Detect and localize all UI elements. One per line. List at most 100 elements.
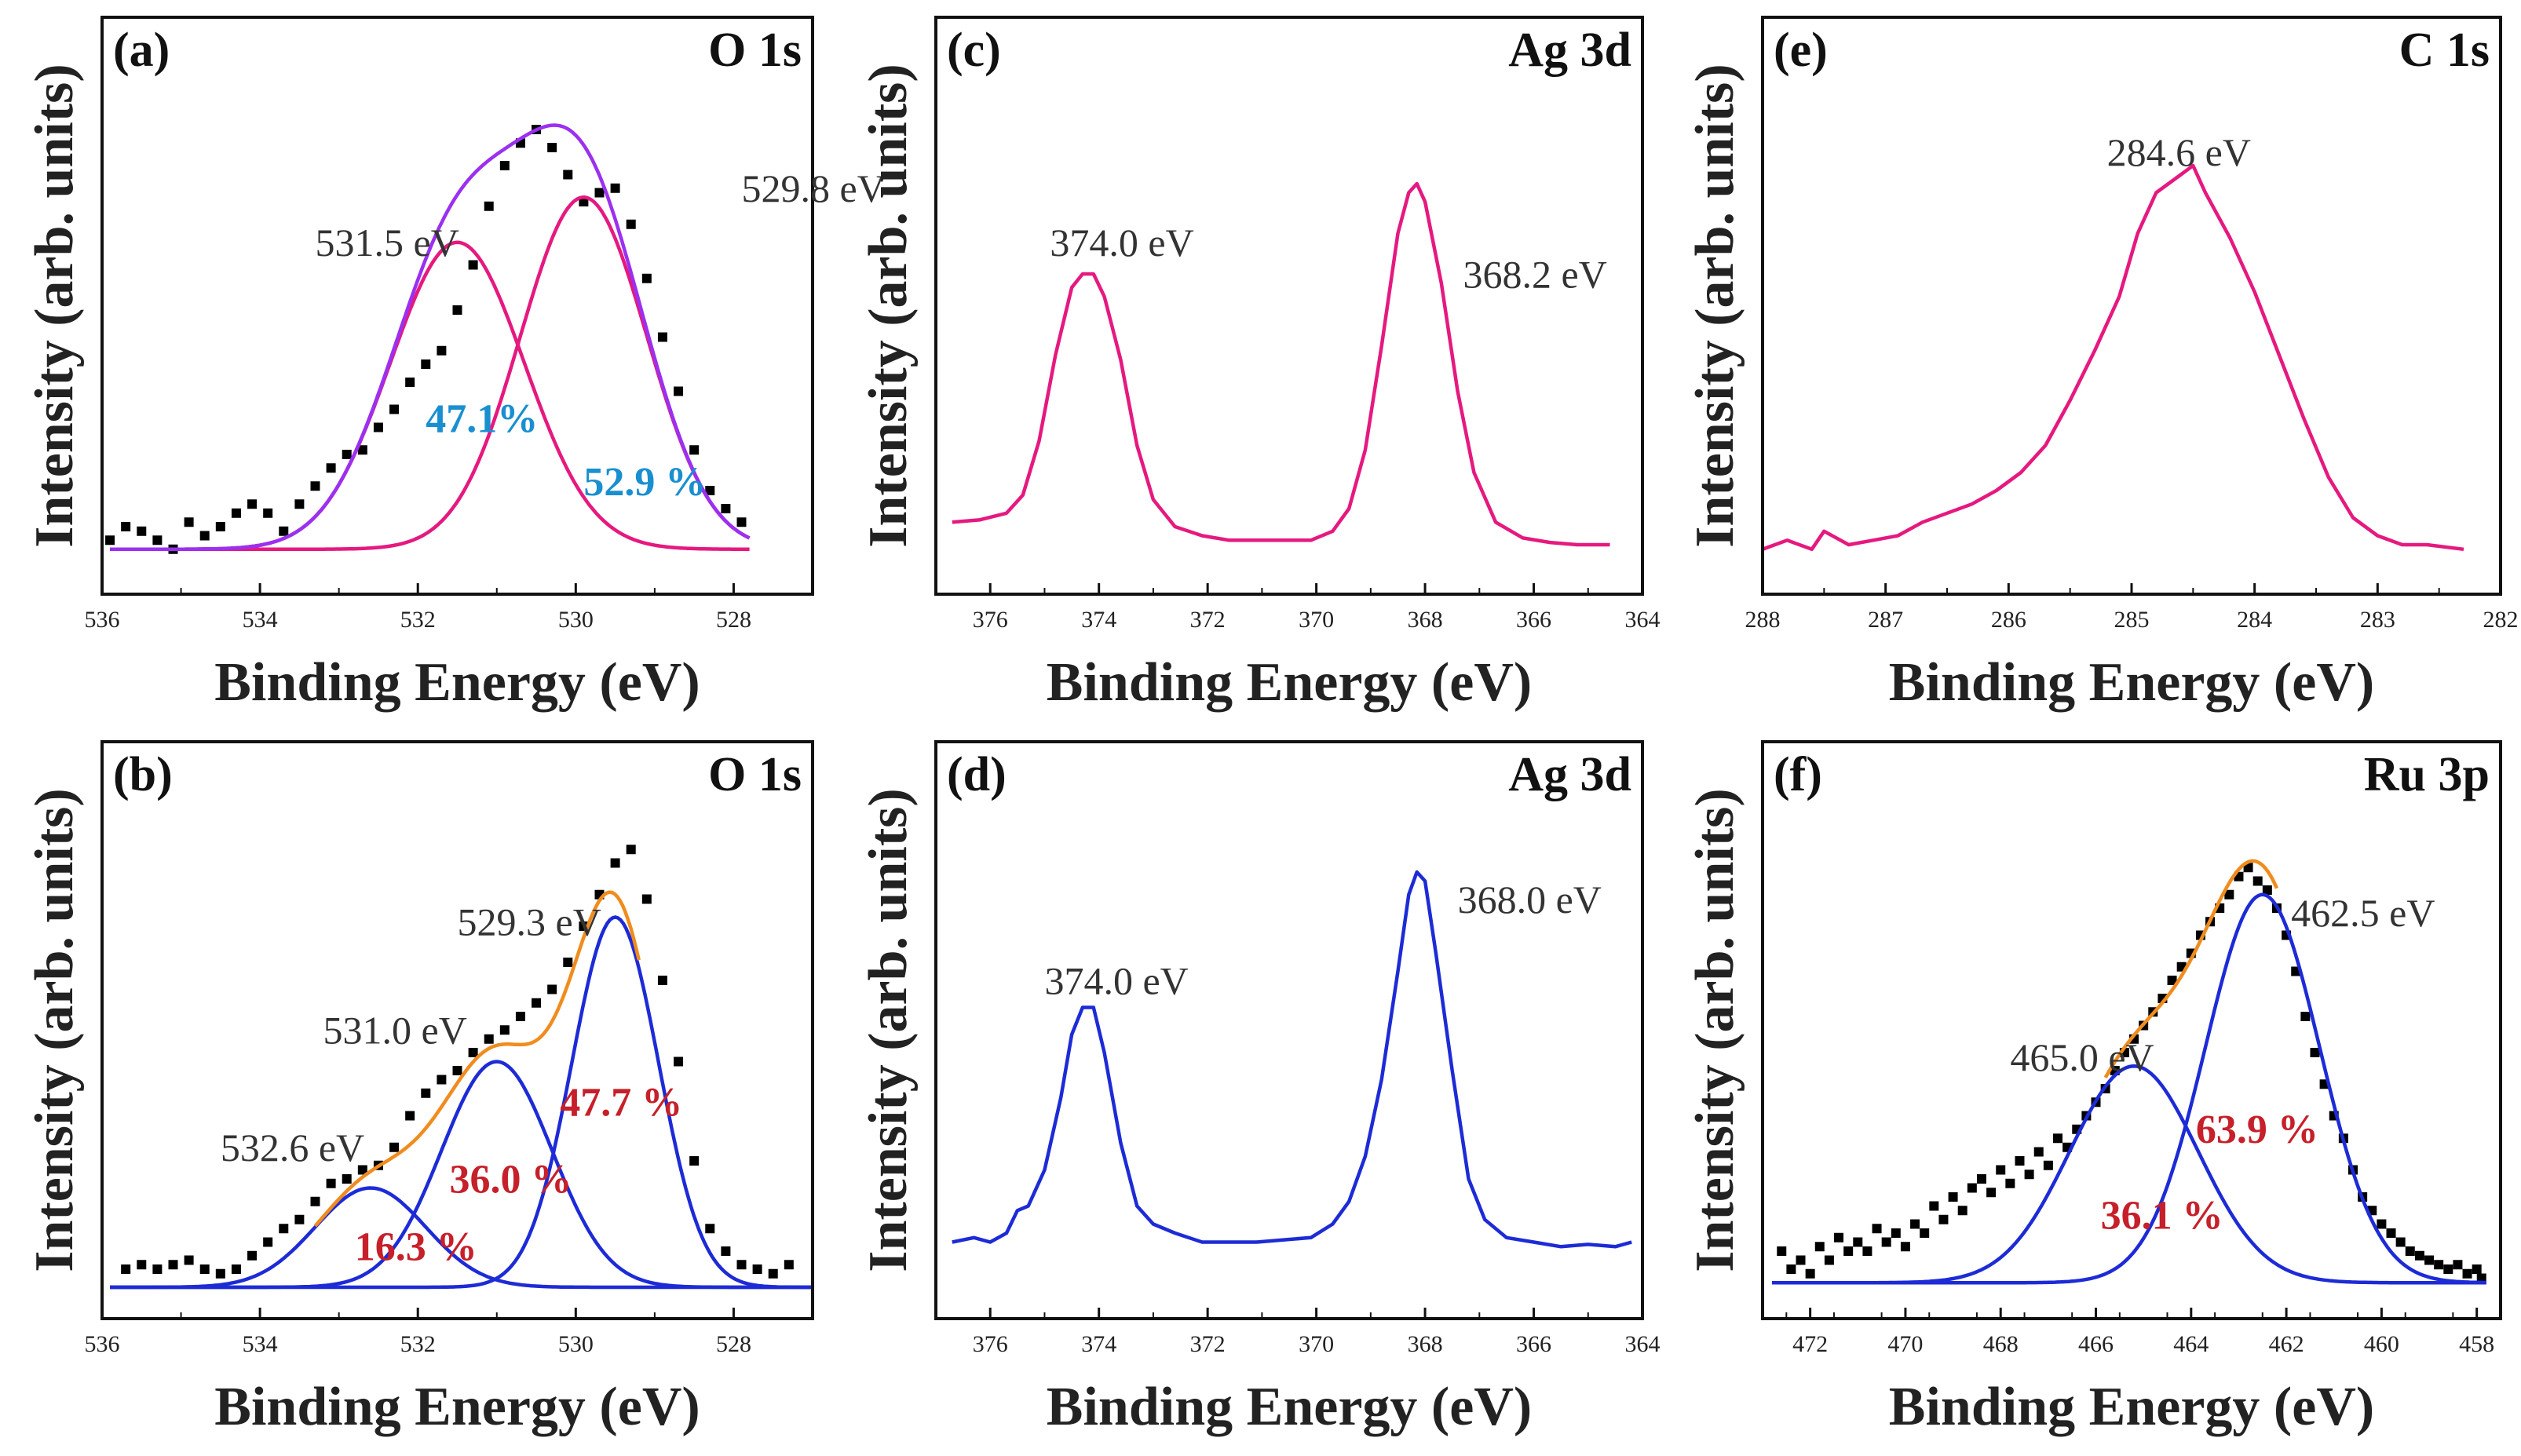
peak-label: 462.5 eV (2291, 891, 2435, 935)
peak-label: 368.2 eV (1463, 252, 1607, 296)
fit-component-1 (1772, 1064, 2486, 1285)
peak-label: 531.5 eV (316, 221, 459, 265)
x-axis-label: Binding Energy (eV) (214, 652, 700, 713)
x-tick-label: 458 (2459, 1331, 2494, 1357)
data-point (768, 1268, 778, 1279)
data-point (1976, 1174, 1986, 1184)
plot-area (952, 870, 1632, 1249)
data-point (357, 445, 367, 455)
y-axis-label: Intensity (arb. units) (858, 788, 919, 1272)
data-point (2224, 889, 2234, 900)
data-point (2300, 1012, 2311, 1021)
data-point (231, 508, 241, 518)
data-point (657, 332, 667, 342)
data-point (2462, 1268, 2472, 1279)
percent-label: 47.1% (426, 396, 538, 441)
data-point (2405, 1246, 2415, 1256)
spectrum-line (1764, 163, 2464, 552)
data-point (326, 1178, 336, 1188)
fit-component-3 (110, 915, 811, 1290)
peak-label: 368.0 eV (1458, 878, 1602, 921)
data-point (1920, 1228, 1930, 1238)
data-point (342, 450, 352, 459)
x-tick-label: 472 (1792, 1331, 1828, 1357)
plot-area (110, 845, 811, 1290)
panel-title: O 1s (708, 24, 802, 77)
peak-label: 284.6 eV (2107, 130, 2251, 174)
x-tick-label: 288 (1745, 607, 1781, 633)
data-point (484, 201, 494, 211)
data-point (373, 422, 383, 432)
data-point (705, 1224, 715, 1234)
data-point (2015, 1156, 2025, 1166)
data-point (579, 197, 589, 206)
x-axis-label: Binding Energy (eV) (1889, 1377, 2374, 1437)
x-tick-label: 466 (2078, 1331, 2114, 1357)
percent-label: 63.9 % (2196, 1108, 2318, 1152)
data-point (310, 1196, 320, 1206)
data-point (2377, 1219, 2387, 1229)
panel-e-c1s: 288 287 286 285 284 283 282 Binding Energy (eV)… (1685, 16, 2519, 713)
x-tick-label: 286 (1991, 607, 2026, 633)
data-point (2395, 1237, 2406, 1247)
x-tick-label: 470 (1887, 1331, 1923, 1357)
x-tick-label: 464 (2173, 1331, 2209, 1357)
data-point (215, 522, 225, 531)
panel-letter: (e) (1774, 24, 1828, 77)
x-tick-label: 374 (1081, 607, 1116, 633)
x-tick-label: 372 (1190, 1331, 1226, 1357)
data-point (468, 260, 478, 270)
data-point (610, 183, 620, 193)
data-point (468, 1048, 478, 1057)
data-point (2472, 1264, 2482, 1274)
data-point (641, 273, 652, 283)
data-point (2053, 1133, 2062, 1144)
data-point (1814, 1242, 1825, 1252)
data-point (594, 188, 605, 198)
fit-envelope (2103, 859, 2279, 1079)
data-point (674, 386, 684, 396)
data-point (215, 1268, 225, 1279)
data-point (452, 1066, 462, 1075)
data-point (1996, 1165, 2006, 1175)
data-point (1824, 1255, 1834, 1265)
data-point (1910, 1219, 1920, 1229)
data-point (263, 508, 273, 518)
data-point (547, 984, 557, 994)
panel-title: O 1s (708, 748, 802, 801)
y-axis-label: Intensity (arb. units) (24, 788, 85, 1272)
data-point (1881, 1237, 1891, 1247)
x-tick-label: 368 (1408, 1331, 1443, 1357)
data-point (152, 535, 163, 546)
percent-label: 36.1 % (2101, 1193, 2223, 1238)
data-point (1796, 1255, 1806, 1265)
data-point (1929, 1201, 1939, 1211)
data-point (2453, 1260, 2463, 1270)
panel-letter: (d) (947, 748, 1007, 801)
data-point (247, 1250, 258, 1261)
data-point (421, 1088, 431, 1098)
x-tick-label: 528 (716, 607, 751, 633)
plot-frame (1761, 16, 2502, 596)
spectrum-line (952, 181, 1610, 547)
panel-a-o1s: 536 534 532 530 528 Binding Energy (eV) Intens… (24, 16, 886, 713)
data-point (752, 1264, 762, 1274)
x-tick-label: 530 (558, 607, 594, 633)
x-tick-label: 462 (2269, 1331, 2304, 1357)
data-point (199, 531, 210, 541)
data-point (657, 976, 667, 985)
plot-frame (100, 16, 814, 596)
data-point (231, 1264, 241, 1274)
plot-frame (934, 740, 1644, 1320)
data-point (2167, 976, 2177, 985)
data-point (784, 1260, 794, 1270)
data-point (2443, 1264, 2453, 1274)
panel-d-ag3d: 376 374 372 370 368 366 364 Binding Energy (eV)… (858, 740, 1661, 1437)
data-point (626, 219, 636, 229)
data-point (721, 1246, 731, 1256)
spectrum-line (952, 870, 1632, 1249)
data-point (437, 1075, 447, 1085)
data-point (499, 161, 510, 170)
peak-label: 374.0 eV (1044, 958, 1188, 1002)
